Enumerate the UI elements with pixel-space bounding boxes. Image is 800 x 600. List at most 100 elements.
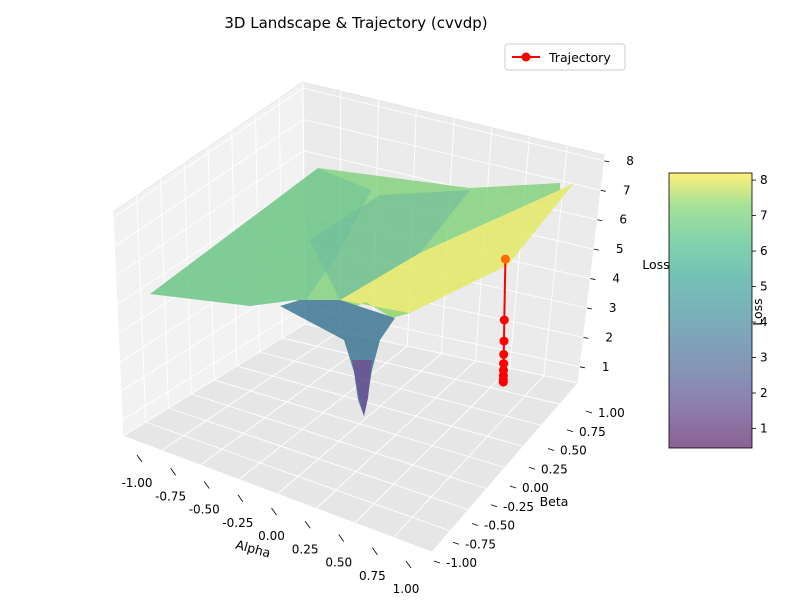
y-gridline [191,393,487,490]
colorbar-tick-label: 5 [760,280,768,294]
z-tick-label: 7 [623,183,631,197]
x-tick-mark [338,534,345,542]
y-tick-mark [471,523,479,526]
z-tick-label: 6 [619,213,627,227]
y-tick-label: 0.00 [522,481,549,495]
x-tick-mark [405,560,412,569]
y-tick-mark [585,410,593,414]
z-tick-label: 3 [609,301,617,315]
z-axis-label: Loss [642,257,669,272]
x-tick-mark [271,507,277,516]
y-tick-label: -1.00 [446,556,477,570]
trajectory-point [499,349,509,359]
colorbar-tick-label: 8 [760,173,768,187]
y-tick-label: 0.25 [541,462,568,476]
z-tick-mark [593,248,599,251]
colorbar-tick-label: 7 [760,209,768,223]
x-tick-mark [237,494,244,502]
y-wall-gridline [136,195,147,423]
colorbar-frame [668,172,753,449]
x-tick-mark [304,521,311,529]
z-tick-mark [579,366,585,369]
x-tick-label: 0.25 [292,542,319,556]
surface-ridge-highlight [310,190,470,300]
y-gridline [145,421,451,532]
trajectory-point [498,377,508,387]
y-gridline [259,351,542,426]
x-wall-gridline [509,136,530,369]
z-tick-mark [604,160,610,163]
colorbar-ticks: 1 2 3 4 5 6 7 8 [752,173,768,435]
colorbar-label: Loss [750,298,765,325]
loss-surface [150,168,574,416]
y-gridline [122,435,433,553]
y-axis-label: Beta [540,494,569,509]
chart-title: 3D Landscape & Trajectory (cvvdp) [224,14,487,32]
y-axis-ticks: -1.00 -0.75 -0.50 -0.25 0.00 0.25 0.50 0.75 1.00 [433,406,625,570]
surface-right-wing [340,183,574,313]
surface-center [305,168,560,302]
x-tick-label: -0.75 [155,489,186,503]
z-tick-mark [586,307,592,310]
colorbar-tick-label: 3 [760,351,768,365]
y-tick-mark [547,448,555,451]
colorbar: 1 2 3 4 5 6 7 8 Loss [668,172,768,449]
legend-marker-swatch [521,52,531,62]
x-axis-ticks: -1.00-0.75-0.50-0.25 0.00 0.25 0.50 0.75 1.00 [121,454,420,596]
x-tick-label: 0.50 [325,556,352,570]
y-gridline [213,379,506,468]
y-tick-label: 0.75 [579,425,606,439]
x-tick-label: 0.75 [359,569,386,583]
surface-funnel-core [352,360,372,416]
y-gridline [282,337,560,405]
x-tick-label: -0.50 [189,503,220,517]
y-tick-label: 0.50 [560,444,587,458]
y-tick-mark [490,504,498,508]
colorbar-tick-label: 2 [760,386,768,400]
legend-box [504,43,626,71]
y-tick-label: 1.00 [598,406,625,420]
x-tick-mark [170,468,176,476]
z-tick-mark [583,337,589,339]
x-wall-gridline [543,145,568,376]
z-tick-mark [600,189,606,192]
x-tick-label: 1.00 [393,582,420,596]
colorbar-gradient [669,173,752,448]
y-tick-mark [452,541,460,545]
z-tick-mark [597,219,603,222]
x-tick-label: 0.00 [258,529,285,543]
y-gridline [168,407,469,511]
y-tick-mark [528,466,536,470]
y-tick-mark [509,485,517,489]
z-axis-ticks: 1 2 3 4 5 6 7 8 [579,154,634,374]
z-tick-label: 4 [612,272,620,286]
z-tick-mark [590,278,596,280]
x-tick-mark [136,454,143,463]
legend-entry-label: Trajectory [548,50,611,65]
z-gridline [113,87,605,219]
trajectory-point [499,315,509,325]
legend: Trajectory [504,43,626,71]
z-tick-label: 1 [602,360,610,374]
y-tick-label: -0.25 [503,500,534,514]
z-tick-label: 8 [626,154,634,168]
x-tick-mark [203,481,210,489]
trajectory-point [500,254,510,264]
trajectory-point [499,359,509,369]
y-tick-mark [566,429,574,433]
colorbar-tick-label: 4 [760,315,768,329]
z-tick-label: 5 [616,242,624,256]
trajectory-series [498,254,510,387]
y-wall-gridline [112,211,124,437]
y-tick-label: -0.75 [465,537,496,551]
surface-left-wing [150,168,372,306]
x-tick-label: -1.00 [121,476,152,490]
x-tick-mark [372,547,378,555]
z-gridline [114,118,601,248]
x-tick-label: -0.25 [222,516,253,530]
y-gridline [236,365,524,447]
colorbar-tick-label: 6 [760,244,768,258]
y-tick-label: -0.50 [484,519,515,533]
